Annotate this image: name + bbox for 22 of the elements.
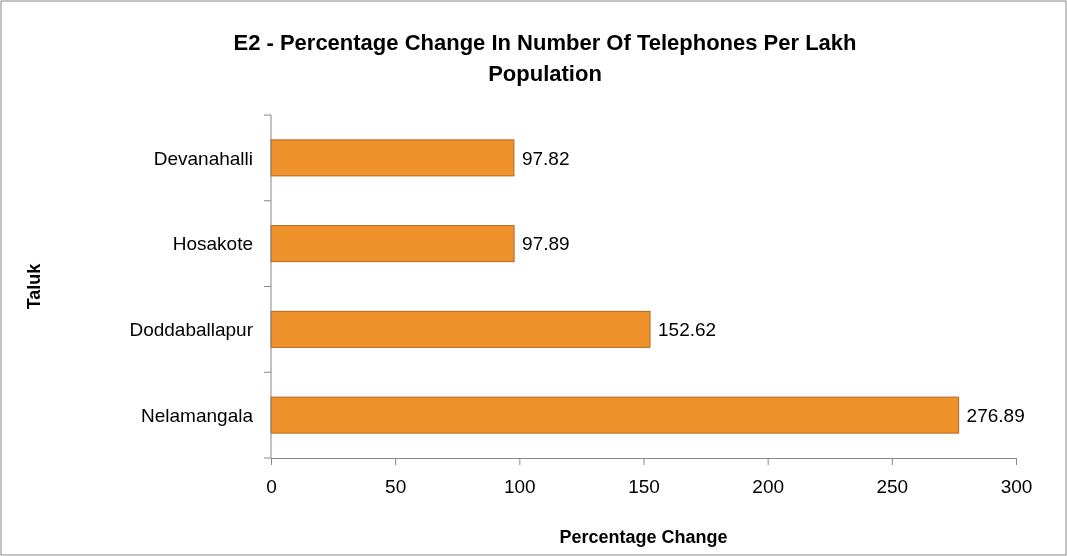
data-label: 97.82	[521, 147, 570, 169]
y-tick-label: Devanahalli	[153, 147, 253, 169]
x-tick-label: 300	[1000, 475, 1033, 497]
data-label: 276.89	[966, 404, 1025, 426]
x-tick-label: 50	[385, 475, 407, 497]
y-tick-label: Hosakote	[172, 233, 253, 255]
x-tick-label: 100	[503, 475, 536, 497]
y-axis-title: Taluk	[24, 262, 44, 310]
x-axis-title: Percentage Change	[559, 527, 728, 547]
bar	[270, 310, 651, 348]
x-tick-label: 150	[628, 475, 660, 497]
bar	[270, 396, 960, 434]
data-label: 97.89	[522, 233, 570, 255]
y-tick-label: Doddaballapur	[129, 319, 254, 341]
chart-title: E2 - Percentage Change In Number Of Telephones Per Lakh Population	[233, 30, 857, 86]
y-tick-label: Nelamangala	[141, 404, 254, 426]
x-tick-label: 200	[752, 475, 785, 497]
bar	[270, 139, 515, 177]
x-tick-label: 250	[876, 475, 909, 497]
bar	[270, 225, 515, 263]
data-label: 152.62	[658, 319, 717, 341]
x-tick-label: 0	[266, 475, 277, 497]
